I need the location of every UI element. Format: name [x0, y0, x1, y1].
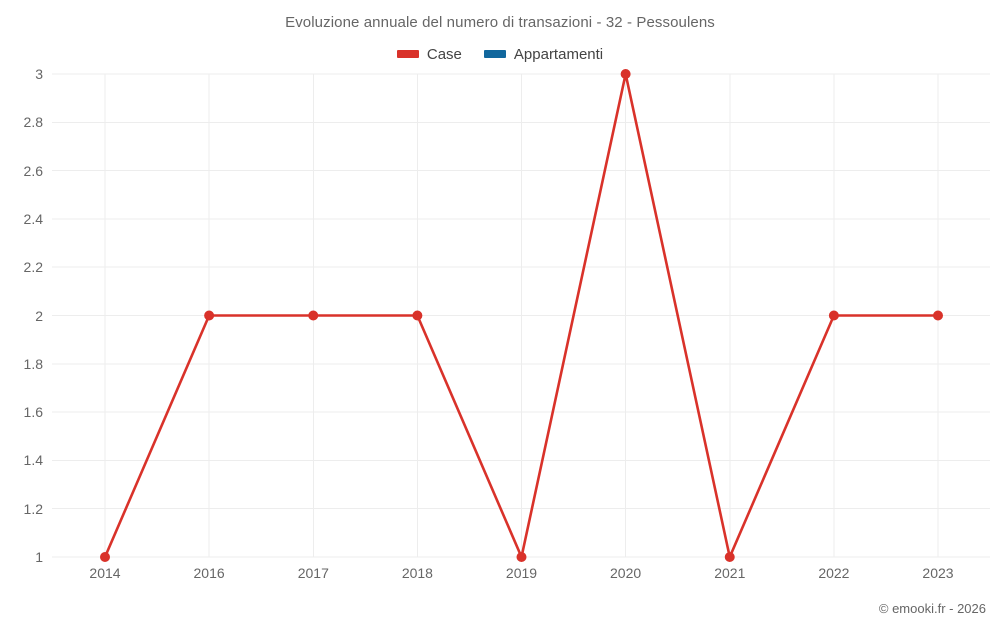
x-axis-tick-label: 2014	[89, 565, 121, 581]
x-axis-tick-label: 2022	[818, 565, 850, 581]
y-axis-tick-label: 1	[35, 549, 43, 565]
data-point[interactable]	[933, 310, 943, 321]
data-point[interactable]	[308, 310, 319, 321]
data-point[interactable]	[828, 310, 839, 321]
x-axis-tick-label: 2020	[610, 565, 642, 581]
chart-legend: Case Appartamenti	[0, 43, 1000, 65]
x-axis-tick-label: 2017	[297, 565, 329, 581]
legend-label-appartamenti: Appartamenti	[513, 45, 604, 63]
data-point[interactable]	[620, 69, 631, 79]
data-point[interactable]	[204, 310, 215, 321]
legend-label-case: Case	[426, 45, 462, 63]
x-axis-tick-label: 2023	[922, 565, 954, 581]
y-axis-tick-label: 3	[35, 66, 43, 82]
y-axis-tick-label: 2.6	[23, 162, 43, 179]
y-axis-tick-label: 1.4	[23, 452, 43, 469]
y-axis-tick-label: 2	[35, 307, 43, 324]
x-axis-tick-label: 2019	[505, 565, 538, 581]
legend-swatch-case-icon	[396, 50, 419, 58]
y-axis-tick-label: 1.8	[23, 355, 43, 372]
data-point[interactable]	[100, 552, 110, 562]
footer-credit: © emooki.fr - 2026	[878, 601, 986, 616]
y-axis-tick-label: 2.4	[23, 210, 43, 227]
x-axis-tick-label: 2021	[714, 565, 746, 581]
chart-title: Evoluzione annuale del numero di transaz…	[285, 14, 715, 31]
x-axis-tick-label: 2016	[193, 565, 225, 581]
x-axis-tick-label: 2018	[401, 565, 433, 581]
data-point[interactable]	[724, 552, 735, 562]
legend-swatch-appartamenti-icon	[483, 50, 506, 58]
y-axis-tick-label: 1.2	[23, 500, 43, 517]
y-axis-tick-label: 2.8	[23, 114, 43, 131]
y-axis-tick-label: 2.2	[23, 259, 43, 276]
y-axis-tick-label: 1.6	[23, 404, 43, 421]
legend-item-case[interactable]: Case	[396, 45, 462, 63]
data-point[interactable]	[412, 310, 423, 321]
legend-item-appartamenti[interactable]: Appartamenti	[483, 45, 604, 63]
data-point[interactable]	[516, 552, 527, 562]
